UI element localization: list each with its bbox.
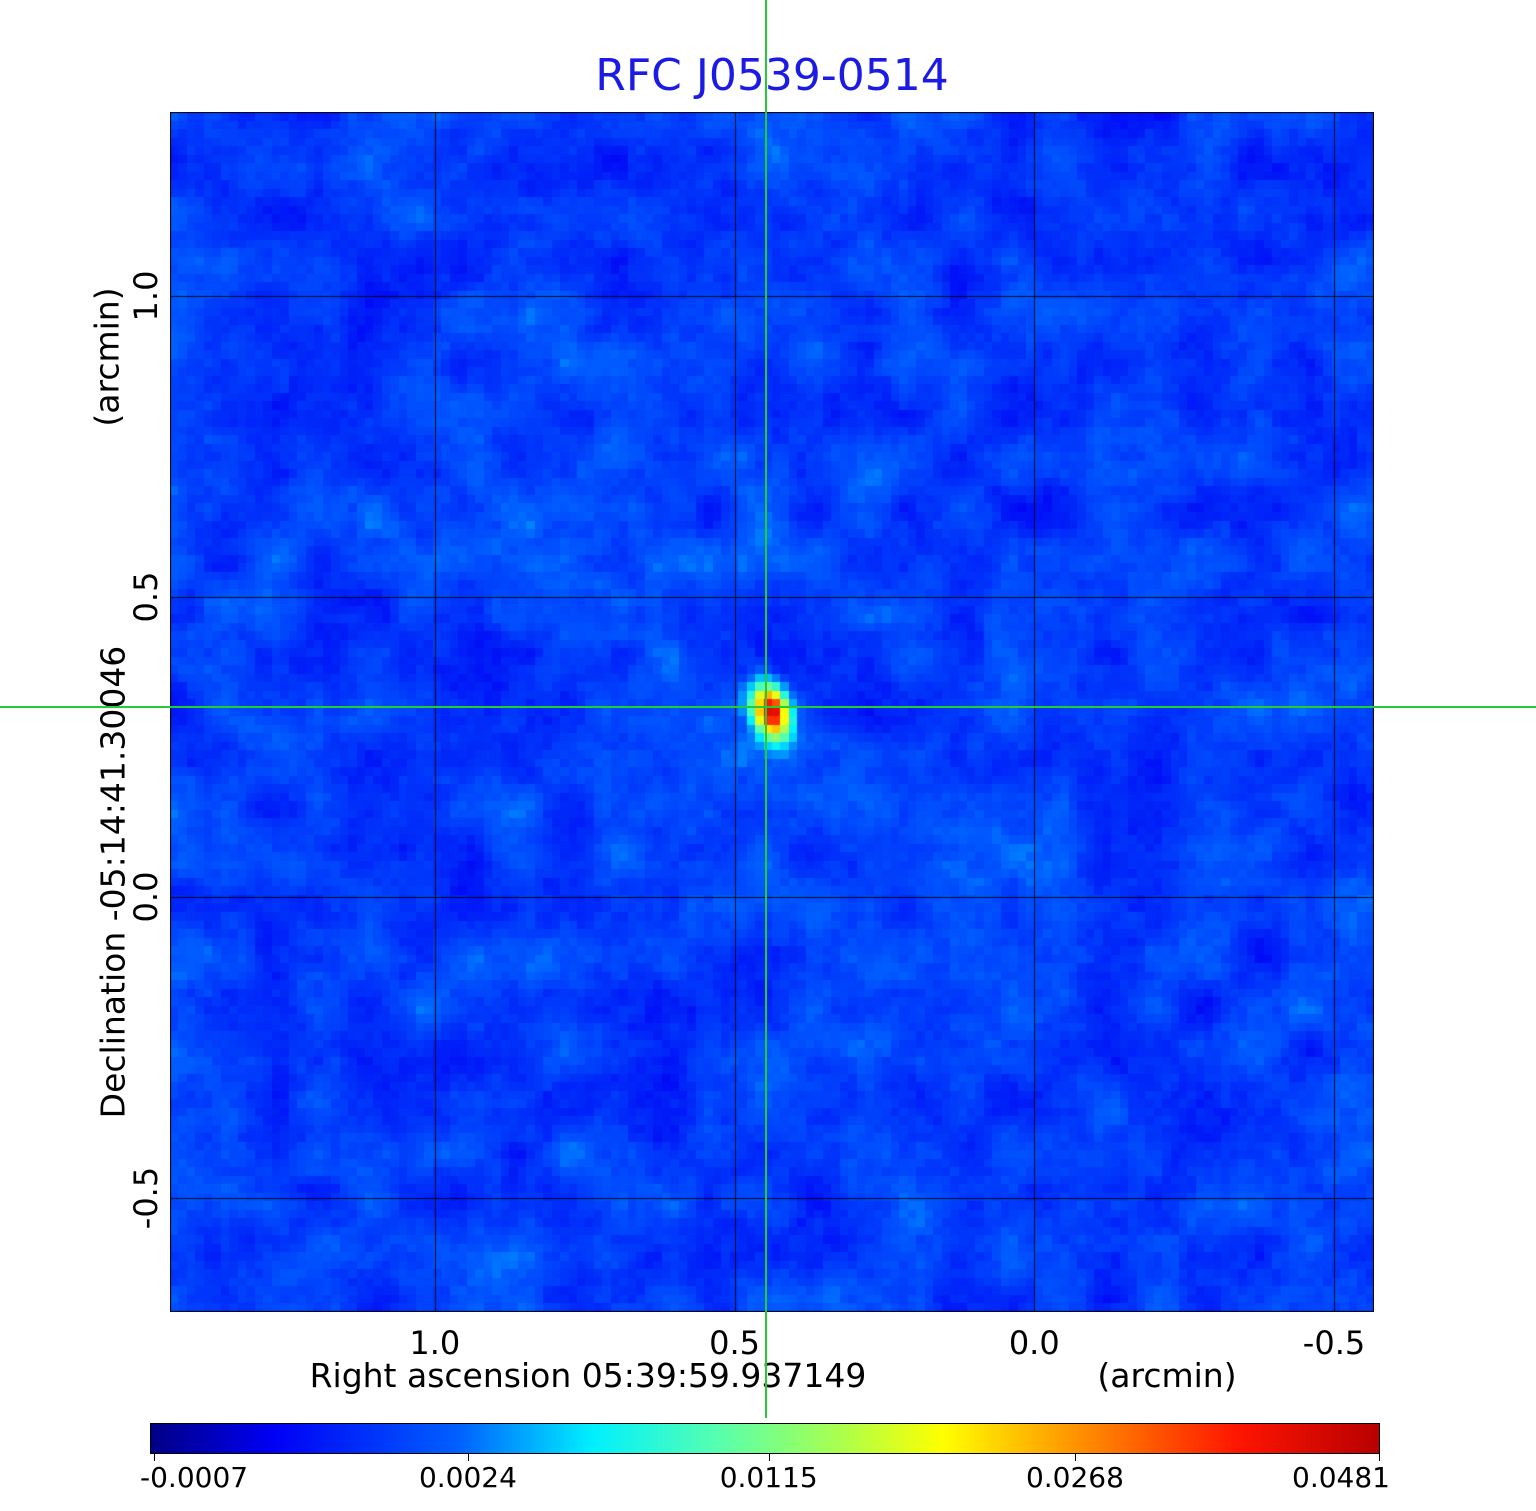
colorbar-tick-label: 0.0268: [1025, 1461, 1124, 1494]
sky-map: [170, 112, 1374, 1312]
colorbar: [150, 1423, 1380, 1454]
y-tick-label: 1.0: [127, 270, 165, 322]
crosshair-horizontal-line: [0, 705, 1536, 708]
colorbar-tick: [1379, 1454, 1380, 1461]
colorbar-tick: [768, 1454, 770, 1461]
colorbar-tick: [467, 1454, 469, 1461]
colorbar-tick-label: 0.0481: [1292, 1461, 1390, 1494]
x-tick-label: 0.5: [709, 1324, 760, 1362]
colorbar-tick: [153, 1454, 155, 1461]
crosshair-vertical-line: [765, 0, 768, 1418]
colorbar-tick-label: 0.0024: [418, 1461, 517, 1494]
y-tick-label: 0.0: [127, 871, 165, 923]
x-tick-label: -0.5: [1302, 1324, 1366, 1362]
x-tick-label: 0.0: [1008, 1324, 1060, 1362]
y-tick-label: 0.5: [127, 571, 165, 623]
sky-map-canvas: [170, 112, 1374, 1312]
plot-title: RFC J0539-0514: [595, 50, 949, 101]
x-tick-label: 1.0: [409, 1324, 461, 1362]
y-axis-label: Declination -05:14:41.30046: [93, 645, 133, 1119]
colorbar-tick-label: -0.0007: [140, 1461, 249, 1494]
x-axis-unit-label: (arcmin): [1097, 1356, 1237, 1395]
x-axis-label: Right ascension 05:39:59.937149: [309, 1356, 867, 1395]
y-tick-label: -0.5: [127, 1166, 165, 1230]
y-axis-unit-label: (arcmin): [87, 287, 127, 427]
colorbar-tick: [1074, 1454, 1076, 1461]
colorbar-tick-label: 0.0115: [719, 1461, 818, 1494]
